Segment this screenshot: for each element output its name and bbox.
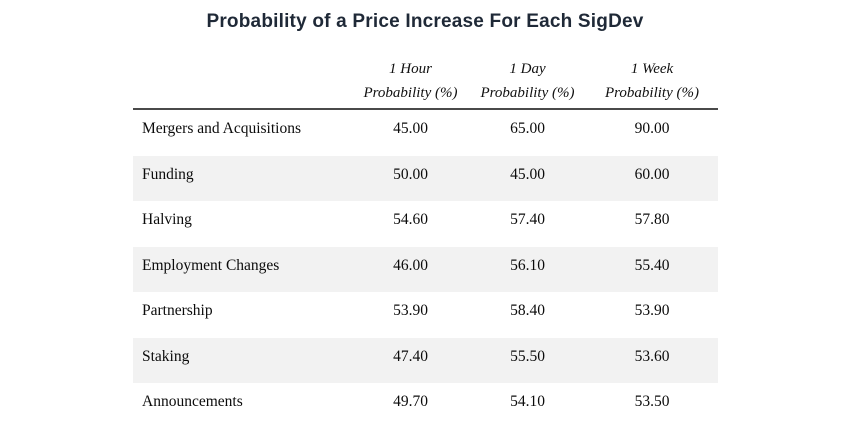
column-header-1-day: 1 Day Probability (%) xyxy=(469,57,586,105)
cell-value: 53.90 xyxy=(634,302,670,319)
column-header-period: 1 Day xyxy=(509,61,546,77)
cell-value: 90.00 xyxy=(634,120,670,137)
table-header-row: 1 Hour Probability (%) 1 Day Probability… xyxy=(133,57,718,110)
cell-value: 50.00 xyxy=(393,165,428,183)
cell-value: 58.40 xyxy=(510,302,545,319)
header-empty-cell xyxy=(133,57,352,105)
column-header-metric: Probability (%) xyxy=(363,85,458,101)
cell-value: 45.00 xyxy=(510,165,545,183)
table-row: Partnership 53.90 58.40 53.90 xyxy=(133,292,718,338)
column-header-period: 1 Week xyxy=(630,61,674,77)
cell-value: 45.00 xyxy=(393,120,428,137)
row-label: Funding xyxy=(142,165,194,183)
cell-value: 53.50 xyxy=(634,393,670,410)
cell-value: 57.80 xyxy=(634,211,670,228)
table-row: Staking 47.40 55.50 53.60 xyxy=(133,337,718,383)
cell-value: 55.40 xyxy=(634,256,670,274)
row-label: Announcements xyxy=(142,393,243,410)
probability-table: 1 Hour Probability (%) 1 Day Probability… xyxy=(133,57,718,429)
column-header-metric: Probability (%) xyxy=(604,85,699,101)
cell-value: 65.00 xyxy=(510,120,545,137)
cell-value: 60.00 xyxy=(634,165,670,183)
column-header-period: 1 Hour xyxy=(389,61,432,77)
cell-value: 47.40 xyxy=(393,347,428,365)
row-label: Employment Changes xyxy=(142,256,280,274)
row-label: Partnership xyxy=(142,302,213,319)
row-label: Staking xyxy=(142,347,190,365)
row-label: Halving xyxy=(142,211,192,228)
cell-value: 56.10 xyxy=(510,256,545,274)
cell-value: 53.60 xyxy=(634,347,670,365)
table-row: Mergers and Acquisitions 45.00 65.00 90.… xyxy=(133,110,718,156)
cell-value: 46.00 xyxy=(393,256,428,274)
cell-value: 49.70 xyxy=(393,393,428,410)
cell-value: 57.40 xyxy=(510,211,545,228)
cell-value: 55.50 xyxy=(510,347,545,365)
cell-value: 54.60 xyxy=(393,211,428,228)
cell-value: 54.10 xyxy=(510,393,545,410)
cell-value: 53.90 xyxy=(393,302,428,319)
chart-title: Probability of a Price Increase For Each… xyxy=(206,11,644,32)
table-row: Funding 50.00 45.00 60.00 xyxy=(133,155,718,201)
column-header-1-week: 1 Week Probability (%) xyxy=(586,57,718,105)
column-header-1-hour: 1 Hour Probability (%) xyxy=(352,57,469,105)
table-row: Employment Changes 46.00 56.10 55.40 xyxy=(133,246,718,292)
row-label: Mergers and Acquisitions xyxy=(142,120,302,137)
column-header-metric: Probability (%) xyxy=(480,85,575,101)
table-row: Announcements 49.70 54.10 53.50 xyxy=(133,383,718,429)
table-row: Halving 54.60 57.40 57.80 xyxy=(133,201,718,247)
